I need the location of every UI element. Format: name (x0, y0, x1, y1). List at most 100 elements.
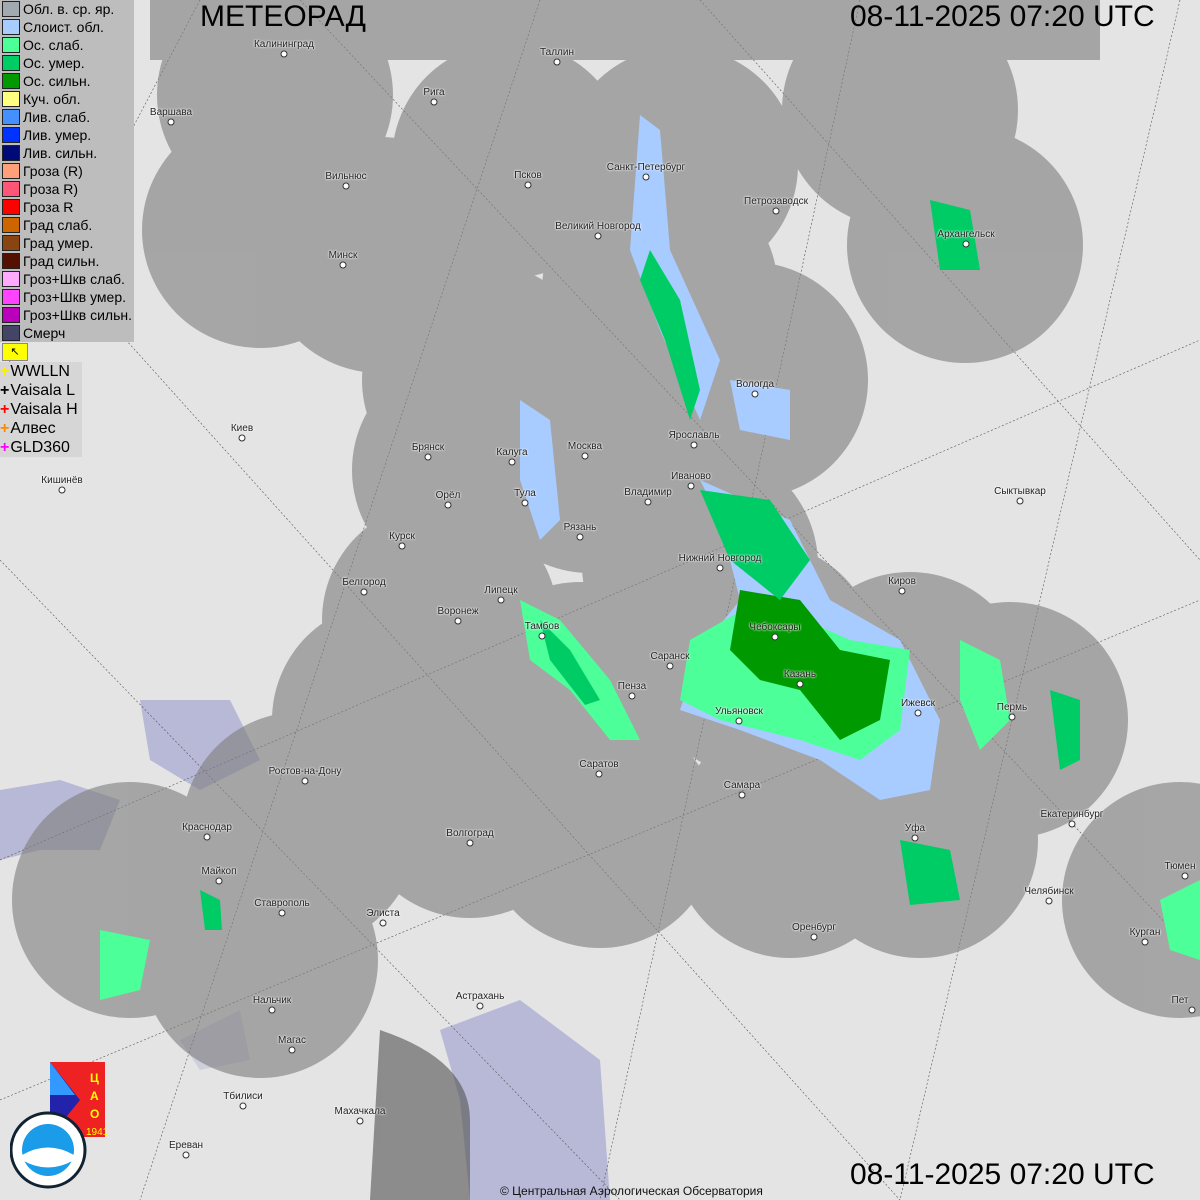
legend-label: Гроз+Шкв сильн. (23, 307, 132, 323)
city-marker-icon (342, 182, 350, 190)
legend-label: Гроз+Шкв умер. (23, 289, 127, 305)
city-label: Варшава (149, 107, 193, 118)
city-label: Тамбов (524, 621, 560, 632)
city-marker-icon (238, 434, 246, 442)
city-marker-icon (1141, 938, 1149, 946)
legend-item: Град умер. (0, 234, 134, 252)
legend-swatch (2, 235, 20, 251)
city-marker-icon (898, 587, 906, 595)
lightning-network-item: +GLD360 (0, 438, 82, 457)
city-marker-icon (430, 98, 438, 106)
legend-label: Лив. умер. (23, 127, 92, 143)
legend-swatch (2, 109, 20, 125)
legend-label: Гроз+Шкв слаб. (23, 271, 125, 287)
city-marker-icon (595, 770, 603, 778)
city-marker-icon (716, 564, 724, 572)
svg-text:А: А (90, 1089, 99, 1103)
city-label: Екатеринбург (1040, 809, 1104, 820)
legend-item: Град слаб. (0, 216, 134, 234)
city-marker-icon (911, 834, 919, 842)
city-label: Челябинск (1024, 886, 1074, 897)
city-label: Псков (514, 170, 542, 181)
timestamp-top: 08-11-2025 07:20 UTC (850, 0, 1155, 33)
city-label: Казань (783, 669, 817, 680)
legend-swatch (2, 181, 20, 197)
legend-item: Ос. слаб. (0, 36, 134, 54)
city-label: Ставрополь (254, 898, 310, 909)
city-label: Саратов (579, 759, 619, 770)
flag-icon[interactable]: ↖ (2, 343, 28, 361)
legend-swatch (2, 325, 20, 341)
city-marker-icon (521, 499, 529, 507)
legend-label: Гроза R) (23, 181, 79, 197)
lightning-network-item: +Vaisala L (0, 381, 82, 400)
city-marker-icon (1045, 897, 1053, 905)
city-label: Рига (423, 87, 445, 98)
cross-icon: + (0, 382, 10, 399)
city-label: Нижний Новгород (678, 553, 762, 564)
lightning-network-item: +Vaisala H (0, 400, 82, 419)
legend-label: Град умер. (23, 235, 94, 251)
city-marker-icon (666, 662, 674, 670)
city-marker-icon (594, 232, 602, 240)
city-marker-icon (167, 118, 175, 126)
legend-label: Град сильн. (23, 253, 100, 269)
legend-swatch (2, 289, 20, 305)
city-marker-icon (553, 58, 561, 66)
legend-item: Град сильн. (0, 252, 134, 270)
svg-text:1941: 1941 (86, 1127, 109, 1138)
city-label: Курган (1129, 927, 1161, 938)
city-label: Киров (888, 576, 916, 587)
lightning-network-item: +Алвес (0, 419, 82, 438)
legend-item: Гроза R (0, 198, 134, 216)
precipitation-echo (640, 250, 700, 420)
legend-item: Гроз+Шкв слаб. (0, 270, 134, 288)
city-marker-icon (1181, 872, 1189, 880)
city-label: Минск (328, 250, 358, 261)
legend-swatch (2, 37, 20, 53)
legend-label: Слоист. обл. (23, 19, 104, 35)
city-label: Самара (723, 780, 761, 791)
city-marker-icon (524, 181, 532, 189)
radar-coverage-circle (482, 712, 718, 948)
city-marker-icon (576, 533, 584, 541)
precipitation-echo (730, 590, 890, 740)
city-label: Владимир (624, 487, 672, 498)
city-marker-icon (771, 633, 779, 641)
city-marker-icon (644, 498, 652, 506)
city-marker-icon (339, 261, 347, 269)
legend-item: Гроза R) (0, 180, 134, 198)
city-marker-icon (398, 542, 406, 550)
precipitation-echo (930, 200, 980, 270)
city-marker-icon (288, 1046, 296, 1054)
city-marker-icon (914, 709, 922, 717)
radar-coverage-circle (1062, 782, 1200, 1018)
legend-swatch (2, 271, 20, 287)
precipitation-echo (730, 380, 790, 440)
city-marker-icon (466, 839, 474, 847)
legend-item: Лив. слаб. (0, 108, 134, 126)
city-marker-icon (476, 1002, 484, 1010)
legend-label: Гроза R (23, 199, 74, 215)
precipitation-echo (630, 115, 720, 420)
city-label: Калининград (253, 39, 315, 50)
lightning-network-label: GLD360 (10, 439, 70, 456)
city-label: Астрахань (455, 991, 505, 1002)
precipitation-echo (520, 400, 560, 540)
legend-swatch (2, 217, 20, 233)
city-marker-icon (444, 501, 452, 509)
city-label: Брянск (411, 442, 445, 453)
legend-swatch (2, 253, 20, 269)
legend-swatch (2, 145, 20, 161)
city-marker-icon (810, 933, 818, 941)
legend-label: Лив. слаб. (23, 109, 91, 125)
legend-item: Куч. обл. (0, 90, 134, 108)
city-marker-icon (642, 173, 650, 181)
city-label: Тбилиси (223, 1091, 263, 1102)
lightning-network-item: +WWLLN (0, 362, 82, 381)
city-label: Белгород (342, 577, 386, 588)
roshydromet-logo: Ц А О 1941 (10, 1062, 109, 1189)
city-marker-icon (424, 453, 432, 461)
city-label: Чебоксары (749, 622, 801, 633)
